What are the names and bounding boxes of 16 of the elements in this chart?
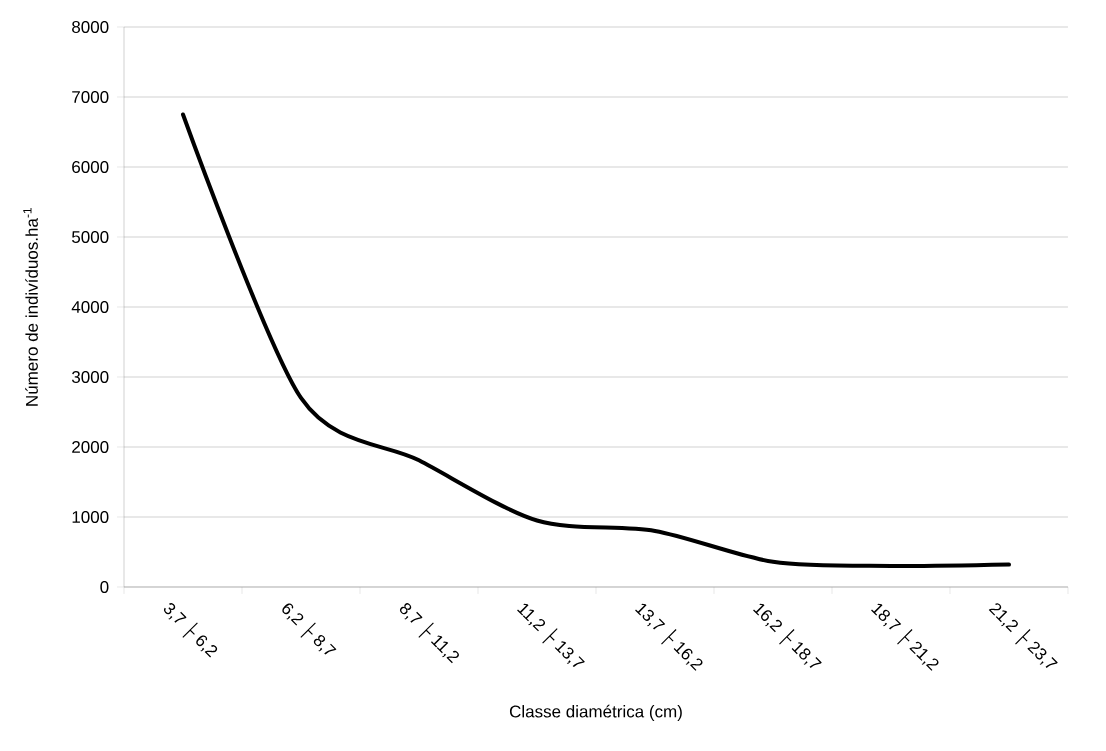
x-axis-title: Classe diamétrica (cm) [509,704,682,721]
y-tick-label: 6000 [72,160,109,174]
y-tick-label: 7000 [72,90,109,104]
x-tick-label: 3,7 ├ 6,2 [163,603,218,658]
x-tick-label: 8,7 ├ 11,2 [399,603,459,664]
line-series [181,112,1011,569]
y-tick-label: 0 [100,580,109,594]
y-tick-label: 3000 [71,370,109,384]
y-tick-label: 2000 [72,440,109,454]
y-axis-title: Número de indivíduos.ha$^{-1}$ [23,208,38,406]
y-tick-label: 1000 [72,510,109,524]
y-tick-label: 8000 [72,20,109,34]
y-tick-label: 5000 [72,230,109,244]
x-tick-label: 6,2 ├ 8,7 [282,603,337,655]
y-tick-label: 4000 [71,300,109,314]
x-tick-label: 11,2 ├ 13,7 [517,603,585,668]
